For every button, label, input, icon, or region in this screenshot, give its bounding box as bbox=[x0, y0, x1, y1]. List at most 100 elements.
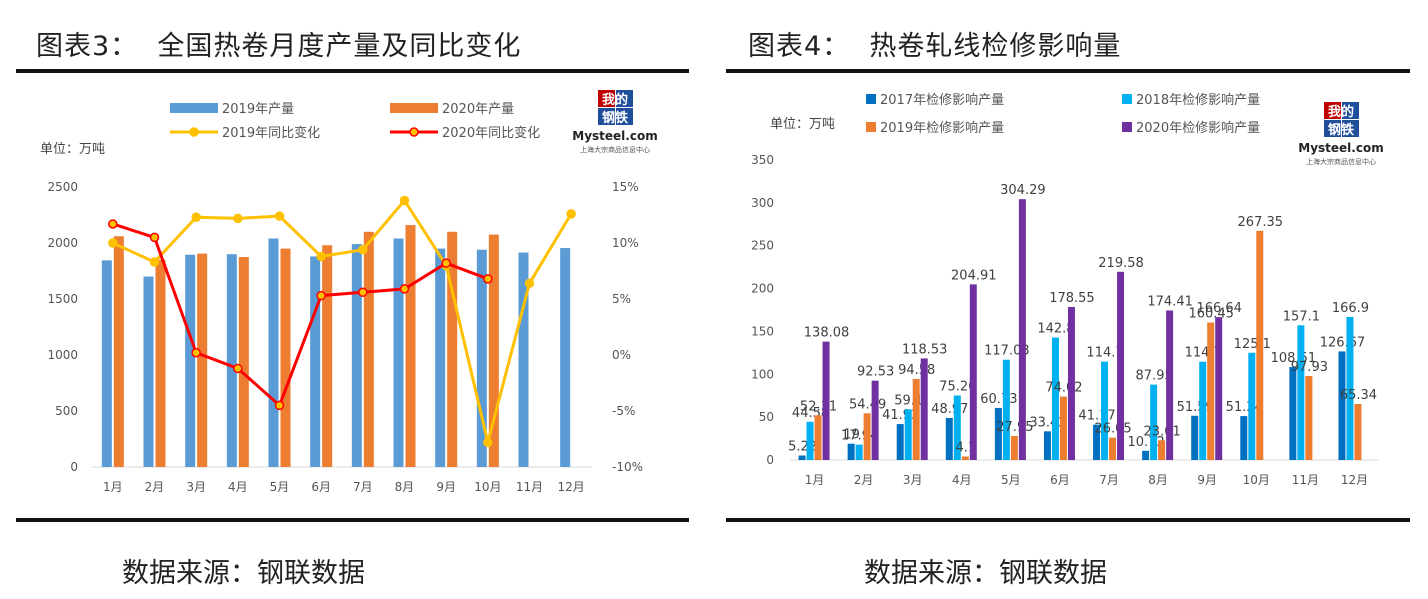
y-tick-label: 100 bbox=[751, 367, 774, 381]
data-label: 118.53 bbox=[902, 342, 948, 357]
bar bbox=[1067, 306, 1075, 460]
x-tick-label: 8月 bbox=[1148, 473, 1168, 487]
logo-block bbox=[1342, 102, 1359, 119]
data-label: 126.67 bbox=[1320, 335, 1366, 350]
y-tick-label: 150 bbox=[751, 324, 774, 338]
line-marker bbox=[108, 219, 118, 229]
legend-label: 2019年同比变化 bbox=[222, 125, 320, 141]
bar bbox=[488, 234, 499, 467]
bar bbox=[920, 358, 928, 460]
line-marker bbox=[399, 284, 410, 294]
logo-block bbox=[616, 90, 633, 107]
bar bbox=[155, 259, 166, 467]
bar bbox=[1018, 199, 1026, 460]
bar bbox=[1346, 316, 1354, 460]
x-tick-label: 9月 bbox=[436, 480, 456, 494]
x-tick-label: 3月 bbox=[186, 480, 206, 494]
legend-item: 2017年检修影响产量 bbox=[866, 92, 1004, 108]
x-tick-label: 2月 bbox=[854, 473, 874, 487]
data-label: 108.51 bbox=[1271, 351, 1317, 366]
bar bbox=[1297, 325, 1305, 460]
data-label: 114.7 bbox=[1086, 346, 1123, 361]
legend-marker bbox=[189, 127, 199, 137]
data-label: 174.41 bbox=[1147, 295, 1193, 310]
bar bbox=[1109, 437, 1117, 460]
logo-line2: 钢铁 bbox=[1328, 122, 1354, 138]
bar bbox=[912, 378, 920, 460]
bar bbox=[1142, 450, 1150, 460]
data-label: 160.45 bbox=[1188, 306, 1234, 321]
data-label: 117.03 bbox=[984, 344, 1030, 359]
data-label: 125.1 bbox=[1234, 337, 1271, 352]
logo-block bbox=[616, 108, 633, 125]
figure-4-bottom-rule bbox=[726, 518, 1410, 522]
bar bbox=[1150, 384, 1158, 460]
logo-block bbox=[1342, 120, 1359, 137]
bar bbox=[863, 413, 871, 460]
data-label: 65.34 bbox=[1340, 388, 1377, 403]
bar bbox=[435, 248, 446, 467]
data-label: 304.29 bbox=[1000, 183, 1046, 198]
y-tick-label: 250 bbox=[751, 239, 774, 253]
figure-4-title: 图表4： 热卷轧线检修影响量 bbox=[748, 31, 1122, 62]
bar bbox=[871, 380, 879, 460]
bar bbox=[847, 443, 855, 460]
unit-label: 单位：万吨 bbox=[770, 117, 835, 132]
y2-tick-label: -5% bbox=[612, 404, 635, 418]
line-marker bbox=[191, 348, 201, 358]
x-tick-label: 5月 bbox=[270, 480, 290, 494]
logo-brand: Mysteel.com bbox=[572, 129, 657, 143]
bar bbox=[322, 245, 333, 467]
data-label: 92.53 bbox=[857, 365, 894, 380]
bar bbox=[1158, 440, 1166, 460]
x-tick-label: 7月 bbox=[1099, 473, 1119, 487]
line-marker bbox=[566, 209, 576, 219]
bar bbox=[1002, 359, 1010, 460]
y2-tick-label: 15% bbox=[612, 180, 639, 194]
data-label: 23.01 bbox=[1144, 424, 1181, 439]
bar bbox=[961, 456, 969, 460]
data-label: 178.55 bbox=[1049, 291, 1095, 306]
bar bbox=[101, 260, 112, 467]
bar bbox=[226, 254, 237, 467]
figure-3-bottom-rule bbox=[16, 518, 689, 522]
y2-tick-label: 0% bbox=[612, 348, 631, 362]
legend-swatch bbox=[390, 103, 438, 113]
line-marker bbox=[316, 290, 326, 301]
bar bbox=[405, 225, 416, 467]
legend-swatch bbox=[1122, 122, 1132, 132]
x-tick-label: 2月 bbox=[145, 480, 165, 494]
x-tick-label: 11月 bbox=[1292, 473, 1319, 487]
line-marker bbox=[316, 251, 326, 262]
logo-tagline: 上海大宗商品信息中心 bbox=[1306, 157, 1376, 166]
figure-3-panel: 图表3： 全国热卷月度产量及同比变化 2019年产量 2020年产量 2019年同比… bbox=[0, 0, 700, 599]
bar bbox=[896, 424, 904, 460]
data-label: 142.8 bbox=[1037, 322, 1074, 337]
logo-line1: 我的 bbox=[602, 92, 628, 108]
x-tick-label: 4月 bbox=[228, 480, 248, 494]
legend-item: 2020年同比变化 bbox=[390, 125, 540, 141]
bar bbox=[1207, 322, 1215, 460]
legend-label: 2020年产量 bbox=[442, 102, 514, 117]
bar bbox=[1338, 351, 1346, 460]
line-marker bbox=[233, 363, 243, 374]
bar bbox=[953, 395, 961, 460]
bar bbox=[447, 231, 458, 467]
line-marker bbox=[358, 244, 368, 255]
logo-tagline: 上海大宗商品信息中心 bbox=[580, 145, 650, 154]
logo-block bbox=[1324, 120, 1341, 137]
data-label: 138.08 bbox=[804, 326, 850, 341]
data-label: 26.05 bbox=[1094, 422, 1131, 437]
legend-label: 2019年检修影响产量 bbox=[880, 120, 1004, 136]
x-tick-label: 7月 bbox=[353, 480, 373, 494]
bar bbox=[268, 238, 279, 467]
data-label: 97.93 bbox=[1291, 360, 1328, 375]
data-label: 74.02 bbox=[1045, 381, 1082, 396]
series-line bbox=[112, 222, 489, 407]
data-label: 166.64 bbox=[1196, 301, 1242, 316]
data-label: 87.95 bbox=[1136, 369, 1173, 384]
data-label: 157.1 bbox=[1283, 309, 1320, 324]
x-tick-label: 12月 bbox=[558, 480, 585, 494]
